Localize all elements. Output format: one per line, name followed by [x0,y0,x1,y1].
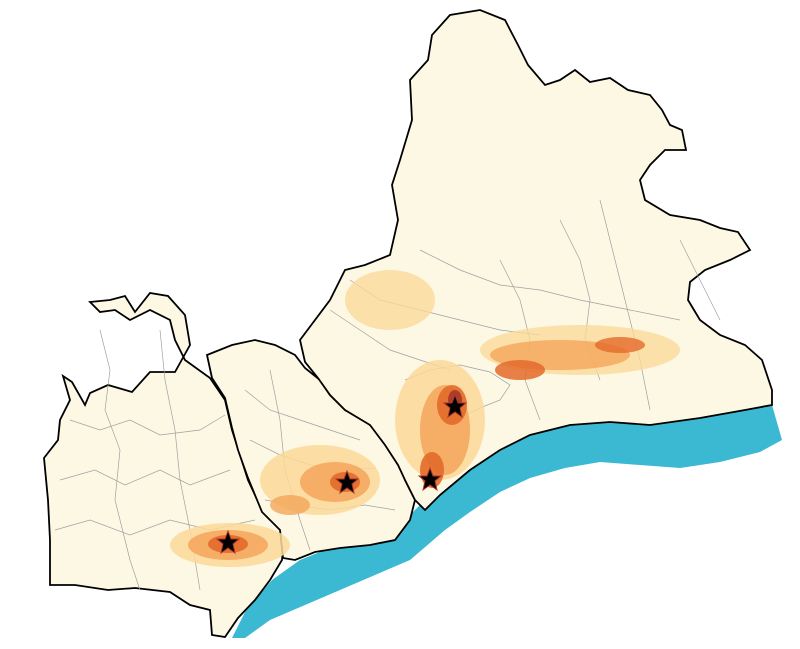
star-icon [442,393,468,419]
city-marker-central [334,469,360,495]
city-marker-coast [417,466,443,492]
sea-area [232,405,782,638]
star-icon [334,469,360,495]
city-marker-east [442,393,468,419]
star-icon [417,466,443,492]
city-markers [215,393,468,555]
city-marker-west [215,529,241,555]
star-icon [215,529,241,555]
density-layer [170,270,680,567]
